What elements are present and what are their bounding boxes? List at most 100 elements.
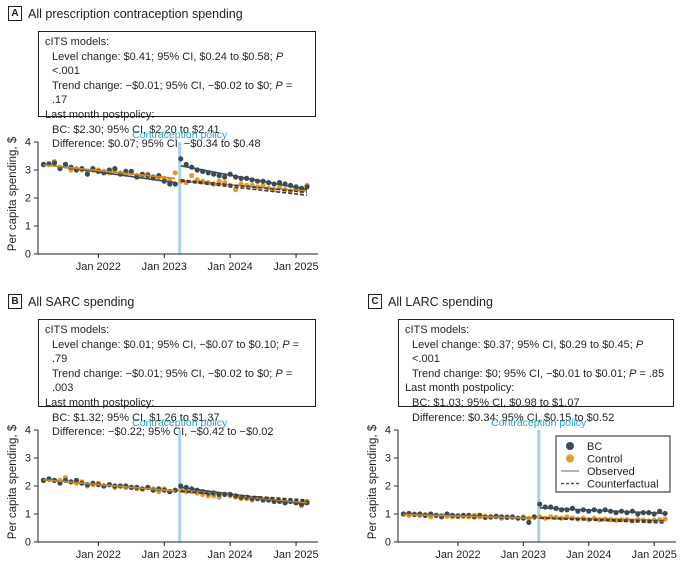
panel-a-x-tick-label: Jan 2022: [76, 261, 121, 273]
panel-a-bc-point: [183, 161, 189, 167]
stats-level-change: Level change: $0.01; 95% CI, −$0.07 to $…: [52, 338, 300, 366]
panel-a-x-tick-label: Jan 2023: [142, 261, 187, 273]
panel-a-bc-point: [51, 160, 58, 166]
panel-c-x-tick-label: Jan 2023: [501, 549, 546, 561]
panel-c-bc-point: [569, 505, 576, 511]
legend-bc-label: BC: [587, 441, 602, 453]
panel-b-control-observed-line: [43, 479, 176, 492]
panel-a-letter: A: [8, 6, 22, 21]
panel-a-title-text: All prescription contraception spending: [28, 6, 243, 21]
stats-level-change: Level change: $0.37; 95% CI, $0.29 to $0…: [412, 338, 644, 366]
stats-trend-change: Trend change: −$0.01; 95% CI, −$0.02 to …: [52, 79, 293, 107]
panel-c-y-tick-label: 2: [385, 481, 391, 493]
panel-a-bc-point: [62, 161, 69, 167]
panel-a-bc-observed-line: [180, 165, 308, 191]
panel-b-x-tick-label: Jan 2024: [208, 549, 253, 561]
panel-a-y-tick-label: 2: [25, 193, 31, 205]
panel-b-y-tick-label: 1: [25, 509, 31, 521]
panel-a-y-tick-label: 3: [25, 165, 31, 177]
legend-counterfactual-label: Counterfactual: [587, 479, 659, 491]
stats-header-postpolicy: Last month postpolicy:: [45, 396, 155, 409]
stats-header-models: cITS models:: [45, 324, 110, 336]
panel-b-y-tick-label: 2: [25, 481, 31, 493]
panel-a-title: A All prescription contraception spendin…: [8, 6, 243, 21]
panel-a-y-tick-label: 4: [25, 137, 31, 149]
stats-difference: Difference: $0.34; 95% CI, $0.15 to $0.5…: [412, 411, 615, 424]
stats-header-models: cITS models:: [45, 36, 110, 48]
panel-b-policy-label: Contraception policy: [132, 417, 228, 429]
panel-a-x-tick-label: Jan 2025: [273, 261, 318, 273]
panel-a-stats-box: cITS models: Level change: $0.41; 95% CI…: [38, 31, 316, 150]
panel-b-x-tick-label: Jan 2025: [273, 549, 318, 561]
stats-trend-change: Trend change: $0; 95% CI, −$0.01 to $0.0…: [412, 367, 665, 380]
panel-b-control-counterfactual-line: [180, 490, 308, 503]
stats-trend-change: Trend change: −$0.01; 95% CI, −$0.02 to …: [52, 367, 293, 395]
panel-a-y-tick-label: 0: [25, 249, 31, 261]
panel-c-stats-box: cITS models: Level change: $0.37; 95% CI…: [398, 319, 674, 424]
panel-a-bc-point: [178, 156, 184, 162]
stats-header-postpolicy: Last month postpolicy:: [45, 108, 155, 121]
legend-control-swatch: [566, 454, 574, 463]
panel-a-control-counterfactual-line: [180, 179, 308, 194]
panel-b-y-axis-label: Per capita spending, $: [7, 424, 19, 539]
panel-a-control-observed-line: [43, 164, 176, 180]
panel-c-y-tick-label: 0: [385, 537, 391, 549]
panel-a-bc-counterfactual-line: [180, 180, 308, 196]
panel-a-bc-point: [128, 168, 134, 174]
panel-a-y-tick-label: 1: [25, 221, 31, 233]
panel-b-x-tick-label: Jan 2023: [142, 549, 187, 561]
legend-box: [555, 435, 671, 493]
panel-c-y-tick-label: 1: [385, 509, 391, 521]
panel-a-x-tick-label: Jan 2024: [208, 261, 253, 273]
panel-c-policy-label: Contraception policy: [491, 417, 587, 429]
panel-c-y-tick-label: 3: [385, 453, 391, 465]
panel-b-title: B All SARC spending: [8, 294, 134, 309]
panel-c-bc-point: [526, 519, 532, 526]
panel-b-letter: B: [8, 294, 22, 309]
stats-difference: Difference: −$0.22; 95% CI, −$0.42 to −$…: [52, 426, 274, 439]
legend-observed-label: Observed: [587, 466, 635, 478]
stats-header-postpolicy: Last month postpolicy:: [405, 382, 515, 395]
panel-b-x-tick-label: Jan 2022: [76, 549, 121, 561]
panel-a-bc-point: [216, 173, 222, 179]
legend-bc-swatch: [566, 442, 574, 450]
panel-a-policy-label: Contraception policy: [132, 129, 228, 141]
panel-c-title: C All LARC spending: [368, 294, 493, 309]
panel-c-policy-band: [537, 430, 541, 542]
panel-c-title-text: All LARC spending: [388, 294, 493, 309]
panel-b-title-text: All SARC spending: [28, 294, 135, 309]
panel-c-bc-point: [537, 501, 543, 507]
panel-c-letter: C: [368, 294, 382, 309]
stats-header-models: cITS models:: [405, 324, 470, 336]
stats-difference: Difference: $0.07; 95% CI, −$0.34 to $0.…: [52, 138, 261, 151]
panel-b-y-tick-label: 3: [25, 453, 31, 465]
panel-c-y-axis-label: Per capita spending, $: [367, 424, 379, 539]
panel-c-control-counterfactual-line: [539, 517, 666, 522]
panel-c-x-tick-label: Jan 2025: [632, 549, 677, 561]
panel-a-bc-point: [222, 174, 228, 180]
stats-bc-value: BC: $2.30; 95% CI, $2.20 to $2.41: [52, 123, 220, 136]
panel-a-y-axis-label: Per capita spending, $: [7, 136, 19, 251]
panel-a-bc-point: [84, 171, 91, 177]
panel-b-bc-point: [73, 477, 80, 483]
panel-c-x-tick-label: Jan 2022: [435, 549, 480, 561]
panel-c-bc-observed-line: [539, 507, 666, 515]
panel-b-y-tick-label: 4: [25, 425, 31, 437]
panel-a-control-point: [233, 187, 239, 193]
panel-c-control-observed-line: [403, 513, 535, 519]
legend-control-label: Control: [587, 454, 622, 466]
stats-level-change: Level change: $0.41; 95% CI, $0.24 to $0…: [52, 50, 284, 78]
panel-a-control-point: [172, 170, 178, 176]
panel-a-bc-point: [112, 166, 118, 172]
panel-a-bc-point: [304, 184, 310, 190]
panel-c-x-tick-label: Jan 2024: [566, 549, 611, 561]
panel-b-y-tick-label: 0: [25, 537, 31, 549]
panel-b-stats-box: cITS models: Level change: $0.01; 95% CI…: [38, 319, 316, 438]
stats-bc-value: BC: $1.03; 95% CI, $0.98 to $1.07: [412, 396, 580, 409]
panel-a-control-point: [216, 178, 222, 184]
panel-c-y-tick-label: 4: [385, 425, 391, 437]
panel-a-control-point: [189, 173, 195, 179]
stats-bc-value: BC: $1.32; 95% CI, $1.26 to $1.37: [52, 411, 220, 424]
panel-a-policy-band: [178, 142, 182, 254]
